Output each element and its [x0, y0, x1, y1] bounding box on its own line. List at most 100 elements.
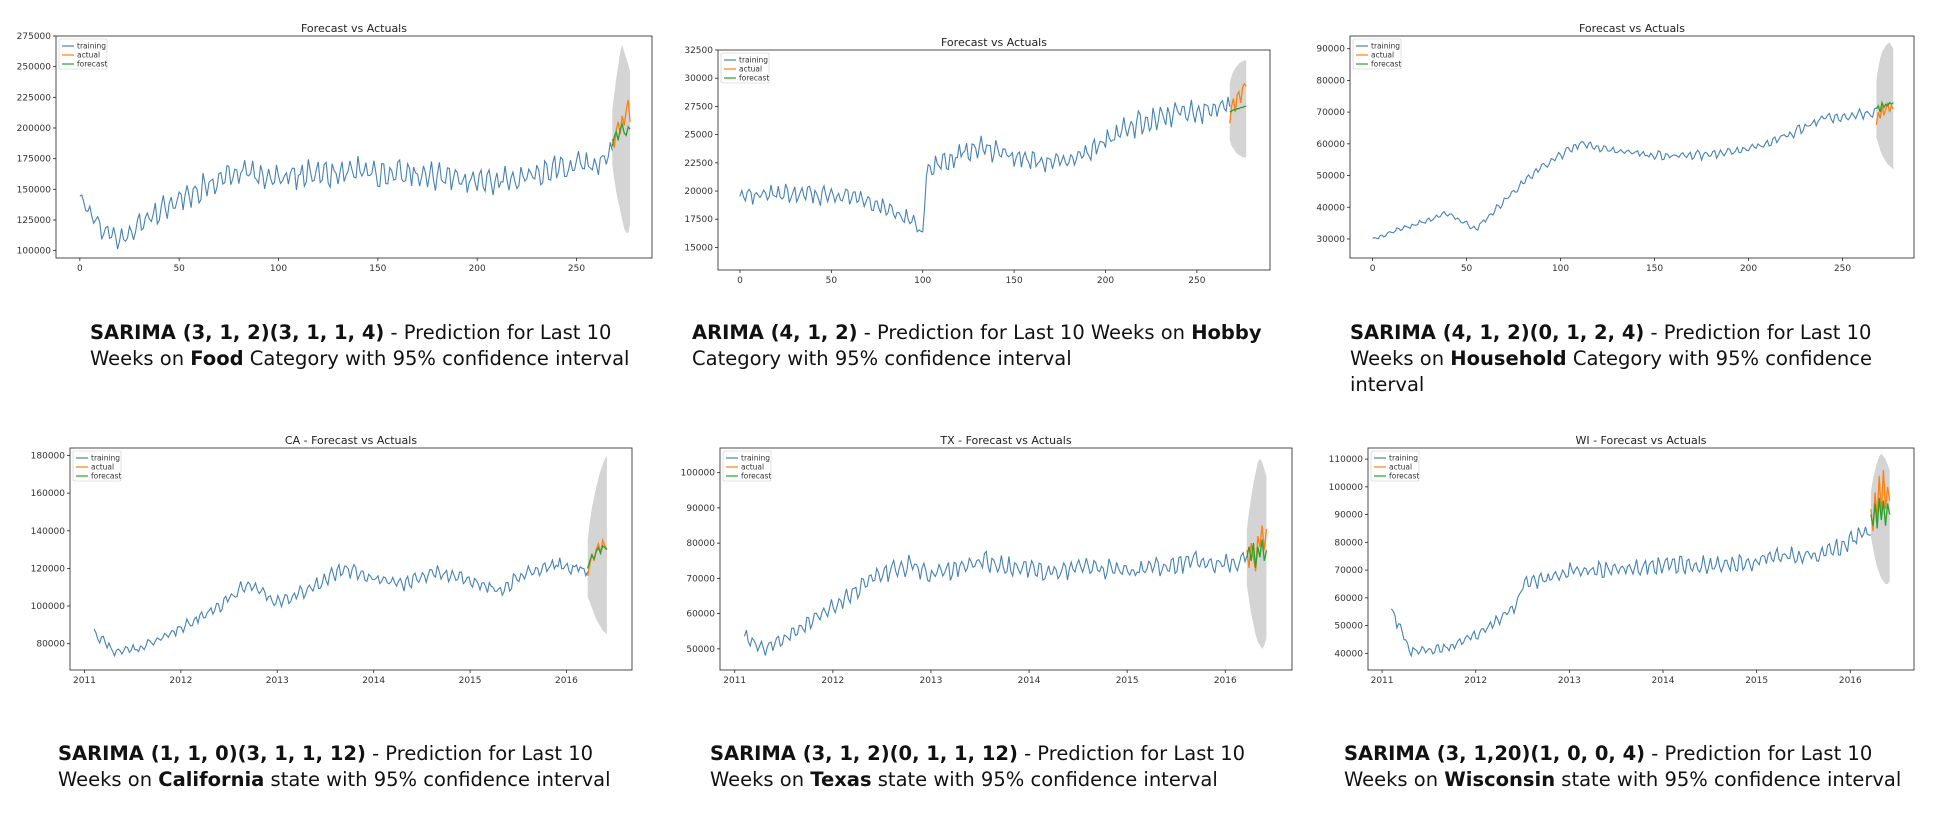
- texas-caption: SARIMA (3, 1, 2)(0, 1, 1, 12) - Predicti…: [710, 741, 1290, 793]
- chart-title: Forecast vs Actuals: [301, 22, 407, 35]
- x-tick-label: 250: [568, 264, 585, 274]
- hobby-caption: ARIMA (4, 1, 2) - Prediction for Last 10…: [692, 320, 1312, 372]
- caption-text: Category with 95% confidence interval: [243, 347, 630, 370]
- x-tick-label: 2014: [362, 676, 385, 686]
- x-tick-label: 200: [469, 264, 486, 274]
- caption-text: - Prediction for Last 10 Weeks on: [58, 742, 594, 791]
- legend-label: actual: [91, 463, 114, 472]
- y-tick-label: 40000: [1316, 203, 1345, 213]
- x-tick-label: 150: [1006, 276, 1023, 286]
- forecast-line: [1246, 539, 1268, 568]
- actual-line: [611, 99, 631, 148]
- x-tick-label: 2012: [169, 676, 192, 686]
- legend-label: training: [91, 454, 120, 463]
- confidence-band: [587, 455, 607, 635]
- y-tick-label: 80000: [36, 640, 65, 650]
- x-tick-label: 0: [1370, 264, 1376, 274]
- y-tick-label: 60000: [1334, 594, 1363, 604]
- caption-subject: Texas: [810, 768, 872, 791]
- training-line: [1390, 526, 1871, 658]
- y-tick-label: 250000: [17, 63, 52, 73]
- caption-model: ARIMA (4, 1, 2): [692, 321, 858, 344]
- caption-subject: Hobby: [1191, 321, 1262, 344]
- legend-label: training: [739, 56, 768, 65]
- forecast-line: [587, 544, 608, 569]
- forecast-line: [1870, 497, 1891, 529]
- x-tick-label: 200: [1740, 264, 1757, 274]
- x-tick-label: 2011: [73, 676, 96, 686]
- legend-label: training: [1371, 42, 1400, 51]
- y-tick-label: 17500: [684, 215, 713, 225]
- y-tick-label: 80000: [1316, 76, 1345, 86]
- legend-label: actual: [739, 65, 762, 74]
- y-tick-label: 27500: [684, 102, 713, 112]
- y-tick-label: 100000: [681, 469, 716, 479]
- y-tick-label: 30000: [1316, 235, 1345, 245]
- legend-label: actual: [1389, 463, 1412, 472]
- y-tick-label: 70000: [686, 574, 715, 584]
- x-tick-label: 2015: [1116, 676, 1139, 686]
- x-tick-label: 2016: [1214, 676, 1237, 686]
- chart-title: Forecast vs Actuals: [1579, 22, 1685, 35]
- y-tick-label: 50000: [686, 645, 715, 655]
- tx-forecast-chart: TX - Forecast vs Actuals 50000 60000 70000 8…: [681, 434, 1293, 686]
- legend-label: training: [741, 454, 770, 463]
- plot-frame: [1367, 447, 1915, 671]
- chart-title: WI - Forecast vs Actuals: [1575, 434, 1706, 447]
- plot-frame: [717, 49, 1271, 271]
- caption-subject: Wisconsin: [1444, 768, 1556, 791]
- y-tick-label: 175000: [17, 155, 52, 165]
- y-tick-label: 70000: [1316, 108, 1345, 118]
- training-line: [1372, 107, 1877, 240]
- caption-model: SARIMA (3, 1,20)(1, 0, 0, 4): [1344, 742, 1646, 765]
- y-tick-label: 22500: [684, 159, 713, 169]
- y-tick-label: 100000: [1329, 483, 1364, 493]
- caption-subject: Household: [1450, 347, 1567, 370]
- legend-label: forecast: [1371, 60, 1401, 69]
- y-tick-label: 125000: [17, 216, 52, 226]
- caption-text: - Prediction for Last 10 Weeks on: [1350, 321, 1872, 370]
- caption-text: state with 95% confidence interval: [1555, 768, 1902, 791]
- x-tick-label: 150: [369, 264, 386, 274]
- chart-title: TX - Forecast vs Actuals: [939, 434, 1071, 447]
- x-tick-label: 200: [1097, 276, 1114, 286]
- x-tick-label: 2015: [459, 676, 482, 686]
- caption-text: state with 95% confidence interval: [264, 768, 611, 791]
- caption-text: state with 95% confidence interval: [871, 768, 1218, 791]
- y-tick-label: 40000: [1334, 649, 1363, 659]
- legend-label: actual: [77, 51, 100, 60]
- caption-model: SARIMA (3, 1, 2)(3, 1, 1, 4): [90, 321, 385, 344]
- x-tick-label: 100: [914, 276, 931, 286]
- plot-frame: [719, 447, 1293, 671]
- legend-label: actual: [741, 463, 764, 472]
- x-tick-label: 2014: [1652, 676, 1675, 686]
- forecast-line: [611, 122, 631, 147]
- y-tick-label: 100000: [17, 247, 52, 257]
- actual-line: [1875, 102, 1894, 125]
- x-tick-label: 2013: [266, 676, 289, 686]
- y-tick-label: 275000: [17, 32, 52, 42]
- wi-forecast-chart: WI - Forecast vs Actuals 40000 50000 60000 7…: [1329, 434, 1915, 686]
- caption-subject: California: [158, 768, 265, 791]
- legend-label: forecast: [77, 60, 107, 69]
- y-tick-label: 225000: [17, 93, 52, 103]
- forecast-line: [1229, 105, 1247, 113]
- food-caption: SARIMA (3, 1, 2)(3, 1, 1, 4) - Predictio…: [90, 320, 650, 372]
- caption-model: SARIMA (1, 1, 0)(3, 1, 1, 12): [58, 742, 366, 765]
- legend-label: forecast: [1389, 472, 1419, 481]
- caption-text: - Prediction for Last 10 Weeks on: [90, 321, 612, 370]
- caption-text: - Prediction for Last 10 Weeks on: [710, 742, 1246, 791]
- y-tick-label: 150000: [17, 185, 52, 195]
- actual-line: [1229, 82, 1247, 124]
- training-line: [79, 142, 613, 250]
- legend-label: forecast: [91, 472, 121, 481]
- x-tick-label: 50: [1461, 264, 1473, 274]
- plot-frame: [69, 447, 633, 671]
- y-tick-label: 32500: [684, 46, 713, 56]
- household-forecast-chart: Forecast vs Actuals 30000 40000 50000 60000 7…: [1316, 22, 1915, 274]
